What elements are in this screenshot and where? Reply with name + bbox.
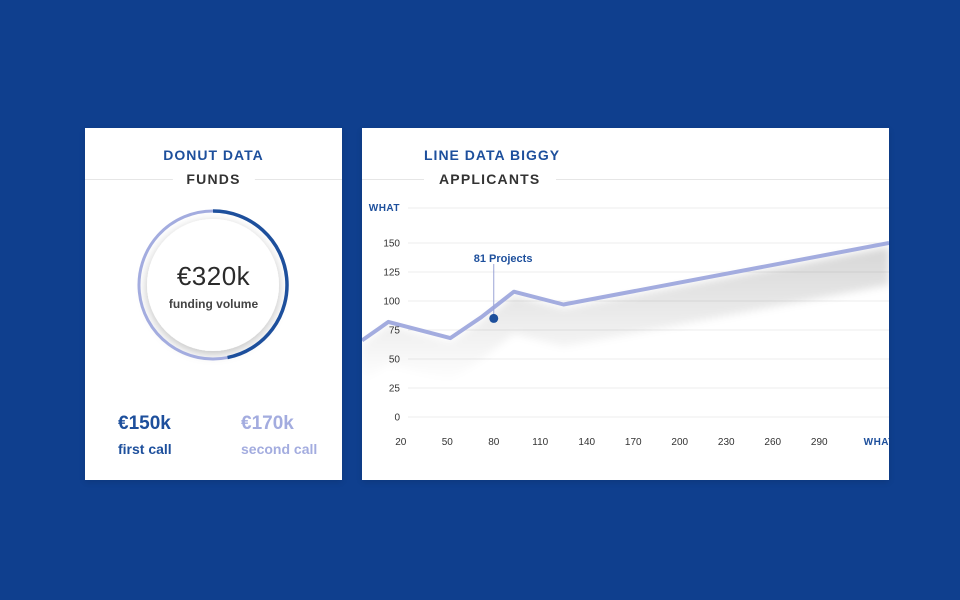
x-tick-label: 80 xyxy=(488,437,500,448)
line-shadow xyxy=(362,247,889,383)
series-line xyxy=(362,241,889,343)
x-tick-label: 200 xyxy=(671,437,688,448)
line-card-title: LINE DATA BIGGY xyxy=(424,147,561,163)
y-tick-label: 100 xyxy=(383,297,400,308)
second-call-label: second call xyxy=(241,441,318,457)
annotation-point[interactable] xyxy=(489,313,499,323)
donut-card: DONUT DATA FUNDS €320k funding volume €1… xyxy=(85,128,342,480)
x-tick-label: 50 xyxy=(442,437,454,448)
line-chart: 0 25 50 75 100 125 150 WHAT 20 50 80 110 140 170 200 23… xyxy=(362,203,889,448)
first-call-value: €150k xyxy=(118,413,171,434)
annotation-label: 81 Projects xyxy=(474,253,533,265)
x-tick-label: 170 xyxy=(625,437,642,448)
y-tick-label: 50 xyxy=(389,355,401,366)
y-tick-label: 75 xyxy=(389,326,401,337)
x-tick-label: 260 xyxy=(764,437,781,448)
second-call-value: €170k xyxy=(241,413,294,434)
x-axis-label: WHAT xyxy=(864,437,889,448)
y-tick-label: 0 xyxy=(394,413,400,424)
first-call-label: first call xyxy=(118,441,172,457)
donut-card-subtitle: FUNDS xyxy=(172,171,255,187)
donut-center-label: funding volume xyxy=(168,297,259,311)
y-tick-label: 125 xyxy=(383,268,400,279)
donut-card-title: DONUT DATA xyxy=(163,147,264,163)
donut-chart xyxy=(137,209,289,361)
line-card-divider xyxy=(362,179,889,180)
x-tick-label: 230 xyxy=(718,437,735,448)
line-card: LINE DATA BIGGY APPLICANTS 0 25 50 75 100 125… xyxy=(362,128,889,480)
x-tick-label: 140 xyxy=(578,437,595,448)
donut-inner-disc xyxy=(147,219,279,351)
y-axis-label: WHAT xyxy=(369,203,400,214)
x-tick-label: 290 xyxy=(811,437,828,448)
donut-center-value: €320k xyxy=(176,261,251,291)
x-tick-label: 20 xyxy=(395,437,407,448)
donut-slice-second-call xyxy=(137,209,228,361)
x-tick-label: 110 xyxy=(532,437,548,448)
donut-slice-first-call xyxy=(212,209,289,360)
y-tick-label: 150 xyxy=(383,239,400,250)
y-tick-label: 25 xyxy=(389,384,401,395)
line-card-subtitle: APPLICANTS xyxy=(424,171,557,187)
